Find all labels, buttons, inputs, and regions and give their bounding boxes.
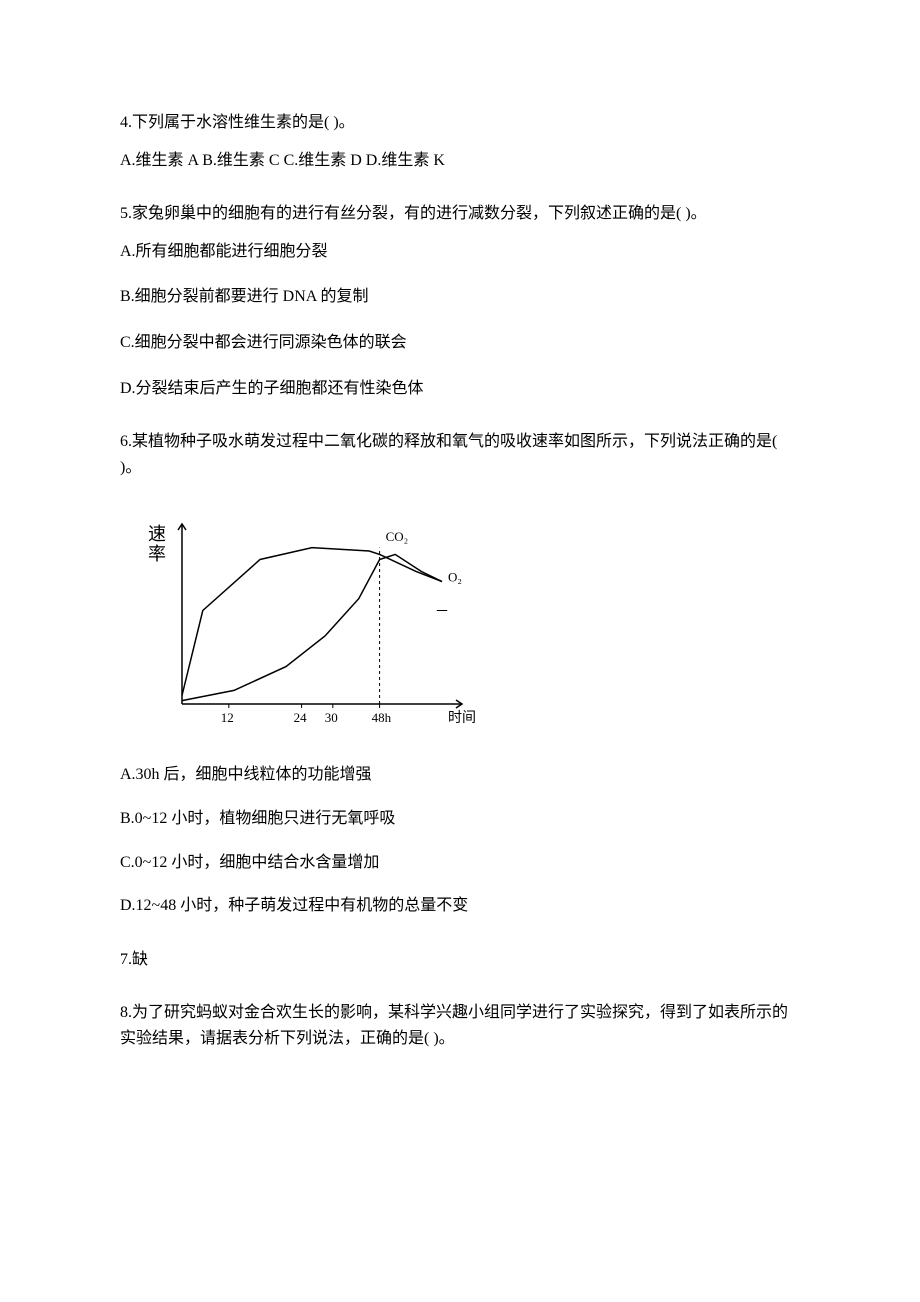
svg-text:30: 30 [325,710,338,725]
svg-text:O₂: O₂ [448,570,462,585]
question-5-option-d: D.分裂结束后产生的子细胞都还有性染色体 [120,376,800,402]
svg-text:CO₂: CO₂ [386,529,409,544]
question-8-text: 8.为了研究蚂蚁对金合欢生长的影响，某科学兴趣小组同学进行了实验探究，得到了如表… [120,1000,800,1051]
question-5-option-a: A.所有细胞都能进行细胞分裂 [120,239,800,265]
question-5-text: 5.家兔卵巢中的细胞有的进行有丝分裂，有的进行减数分裂，下列叙述正确的是( )。 [120,201,800,227]
chart-svg: 速率时间 12 24 30 48h CO₂ O₂ [132,504,492,734]
question-8: 8.为了研究蚂蚁对金合欢生长的影响，某科学兴趣小组同学进行了实验探究，得到了如表… [120,1000,800,1051]
question-5-option-b: B.细胞分裂前都要进行 DNA 的复制 [120,284,800,310]
question-5: 5.家兔卵巢中的细胞有的进行有丝分裂，有的进行减数分裂，下列叙述正确的是( )。… [120,201,800,401]
svg-text:48h: 48h [372,710,392,725]
question-6-option-c: C.0~12 小时，细胞中结合水含量增加 [120,850,800,876]
svg-text:12: 12 [221,710,234,725]
question-6: 6.某植物种子吸水萌发过程中二氧化碳的释放和氧气的吸收速率如图所示，下列说法正确… [120,429,800,919]
svg-text:时间: 时间 [448,710,476,726]
question-6-option-a: A.30h 后，细胞中线粒体的功能增强 [120,762,800,788]
question-6-option-b: B.0~12 小时，植物细胞只进行无氧呼吸 [120,806,800,832]
svg-text:24: 24 [294,710,308,725]
question-6-text: 6.某植物种子吸水萌发过程中二氧化碳的释放和氧气的吸收速率如图所示，下列说法正确… [120,429,800,480]
svg-text:率: 率 [148,544,166,564]
question-7-text: 7.缺 [120,947,800,973]
question-5-option-c: C.细胞分裂中都会进行同源染色体的联会 [120,330,800,356]
question-4-text: 4.下列属于水溶性维生素的是( )。 [120,110,800,136]
question-4: 4.下列属于水溶性维生素的是( )。 A.维生素 A B.维生素 C C.维生素… [120,110,800,173]
question-4-options: A.维生素 A B.维生素 C C.维生素 D D.维生素 K [120,148,800,174]
question-6-option-d: D.12~48 小时，种子萌发过程中有机物的总量不变 [120,893,800,919]
respiration-rate-chart: 速率时间 12 24 30 48h CO₂ O₂ [132,504,492,734]
question-7: 7.缺 [120,947,800,973]
svg-text:速: 速 [148,524,166,544]
